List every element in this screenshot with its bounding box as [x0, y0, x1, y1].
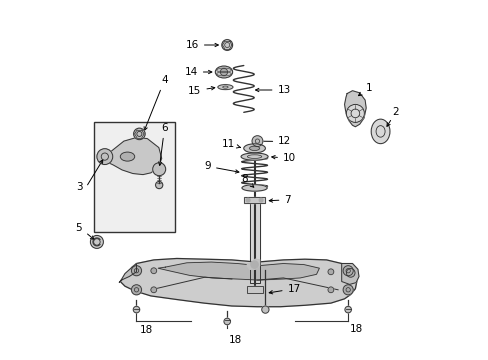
Circle shape [97, 149, 113, 165]
Ellipse shape [242, 185, 266, 191]
Circle shape [343, 266, 352, 276]
Circle shape [327, 287, 333, 293]
Circle shape [220, 68, 227, 76]
Bar [249, 203, 259, 283]
Bar [249, 203, 259, 283]
Circle shape [246, 198, 249, 202]
Text: 18: 18 [349, 324, 363, 334]
Bar [246, 286, 262, 293]
Text: 12: 12 [256, 136, 291, 147]
Text: 8: 8 [241, 174, 253, 187]
Text: 5: 5 [76, 222, 82, 233]
Text: 1: 1 [358, 83, 371, 96]
Text: 15: 15 [188, 86, 214, 96]
Circle shape [261, 306, 268, 313]
Circle shape [90, 235, 103, 248]
Polygon shape [344, 91, 366, 127]
Text: 18: 18 [228, 335, 242, 345]
Circle shape [346, 104, 364, 122]
Text: 3: 3 [76, 182, 83, 192]
Ellipse shape [215, 66, 232, 78]
Polygon shape [119, 264, 136, 283]
Circle shape [251, 136, 263, 147]
Circle shape [327, 269, 333, 275]
Text: 16: 16 [185, 40, 218, 50]
Circle shape [224, 318, 230, 325]
Circle shape [346, 269, 354, 277]
Circle shape [131, 285, 141, 295]
Text: 9: 9 [204, 161, 239, 173]
Text: 14: 14 [184, 67, 211, 77]
Text: 13: 13 [255, 85, 290, 95]
Text: 4: 4 [144, 75, 167, 130]
Circle shape [250, 261, 258, 268]
Text: 7: 7 [269, 195, 290, 205]
Bar [244, 197, 264, 203]
Polygon shape [341, 264, 358, 284]
Text: 17: 17 [269, 284, 300, 294]
Text: 11: 11 [221, 139, 240, 149]
Circle shape [151, 268, 156, 274]
Circle shape [133, 128, 145, 140]
Circle shape [155, 181, 163, 189]
Polygon shape [104, 138, 162, 175]
Circle shape [131, 266, 141, 276]
Ellipse shape [218, 85, 232, 90]
Text: 18: 18 [140, 325, 153, 336]
Text: 10: 10 [271, 153, 295, 163]
Polygon shape [247, 259, 259, 269]
Bar [246, 286, 262, 293]
Text: 2: 2 [391, 107, 398, 117]
Circle shape [343, 285, 352, 295]
Bar [244, 197, 264, 203]
Ellipse shape [241, 153, 267, 160]
Circle shape [222, 40, 232, 50]
Ellipse shape [370, 119, 389, 144]
Ellipse shape [244, 144, 265, 153]
Bar [94, 122, 175, 232]
Text: 6: 6 [158, 123, 167, 165]
Ellipse shape [120, 152, 134, 161]
Ellipse shape [249, 146, 259, 150]
Circle shape [344, 306, 351, 313]
Polygon shape [158, 262, 319, 280]
Circle shape [151, 287, 156, 293]
Circle shape [259, 198, 263, 202]
Circle shape [133, 306, 140, 313]
Polygon shape [120, 258, 356, 307]
Circle shape [152, 163, 165, 176]
